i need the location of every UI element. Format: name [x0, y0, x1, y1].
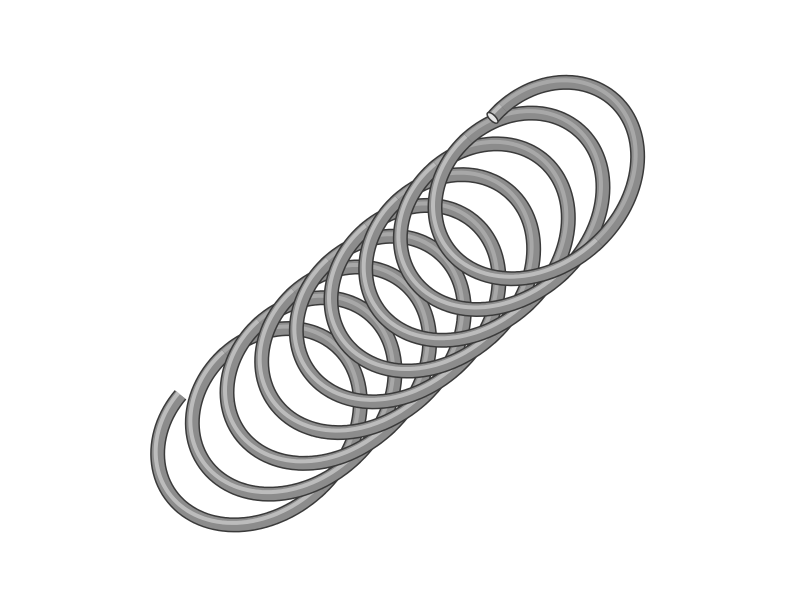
coil-front-segment-2 — [184, 348, 361, 502]
coil-front-segment-8 — [288, 255, 465, 410]
coil-front-segment-4 — [219, 317, 396, 471]
coil-front-segment-14 — [392, 160, 569, 317]
coil-front-segment-0 — [150, 390, 327, 533]
coil-front-segment-16 — [427, 132, 604, 287]
coil-front-segment-10 — [323, 221, 500, 379]
wire-end-face — [486, 111, 499, 124]
spring — [150, 74, 646, 533]
coil-front-segment-6 — [254, 286, 431, 441]
coil-front-segment-12 — [358, 194, 535, 348]
coil-back-segment-17 — [494, 74, 646, 251]
